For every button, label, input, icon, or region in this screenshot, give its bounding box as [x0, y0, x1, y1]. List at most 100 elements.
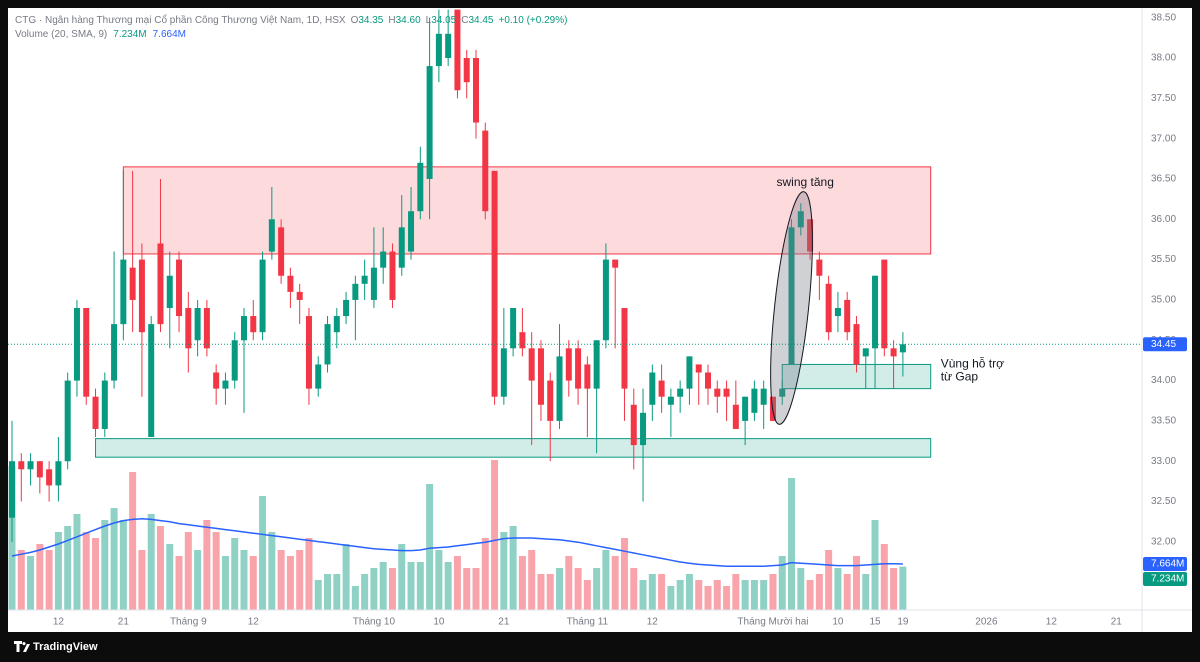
- y-tick-label: 38.00: [1151, 53, 1176, 64]
- volume-bar: [713, 580, 721, 610]
- volume-bar: [73, 514, 81, 610]
- x-tick-label: 19: [897, 617, 909, 628]
- volume-bar: [379, 562, 387, 610]
- volume-bar: [806, 580, 814, 610]
- volume-bar: [704, 586, 712, 610]
- volume-bar: [750, 580, 758, 610]
- candle-body: [73, 307, 80, 381]
- volume-bar: [286, 556, 294, 610]
- volume-bar: [453, 556, 461, 610]
- legend-value: 34.35: [358, 15, 383, 26]
- y-tick-label: 34.00: [1151, 375, 1176, 386]
- volume-bar: [602, 550, 610, 610]
- volume-bar: [444, 562, 452, 610]
- volume-bar: [398, 544, 406, 610]
- candle-body: [612, 259, 619, 268]
- axes: 32.0032.5033.0033.5034.0034.5035.0035.50…: [15, 12, 1187, 628]
- candle-body: [426, 66, 433, 179]
- volume-bar: [862, 574, 870, 610]
- volume-bar: [333, 574, 341, 610]
- volume-bar: [268, 532, 276, 610]
- candle-body: [250, 316, 257, 333]
- volume-bar: [723, 586, 731, 610]
- volume-bar: [546, 574, 554, 610]
- volume-bar: [27, 556, 35, 610]
- legend-value: 34.05: [431, 15, 456, 26]
- volume-bar: [500, 532, 508, 610]
- zone: [122, 166, 932, 255]
- volume-bar: [277, 550, 285, 610]
- legend-letter: L: [426, 15, 432, 26]
- volume-bar: [695, 580, 703, 610]
- candle-body: [853, 324, 860, 365]
- volume-bar: [852, 556, 860, 610]
- candle-body: [287, 275, 294, 292]
- candle-body: [389, 251, 396, 300]
- legend-letter: O: [351, 15, 359, 26]
- volume-bar: [101, 520, 109, 610]
- volume-bar: [769, 574, 777, 610]
- y-tick-label: 32.00: [1151, 536, 1176, 547]
- x-tick-label: 21: [498, 617, 510, 628]
- candle-body: [500, 348, 507, 397]
- last-price-tag: [1143, 337, 1187, 352]
- candle-body: [259, 259, 266, 333]
- candle-body: [556, 356, 563, 421]
- volume-bar: [825, 550, 833, 610]
- candle-body: [621, 307, 628, 389]
- candle-body: [593, 340, 600, 389]
- volume-bar: [565, 556, 573, 610]
- candle-body: [324, 324, 331, 365]
- candle-body: [111, 324, 118, 381]
- volume-bar: [815, 574, 823, 610]
- volume-bar: [407, 562, 415, 610]
- candle-body: [55, 461, 62, 486]
- candle-body: [454, 9, 461, 91]
- volume-bar: [491, 460, 499, 610]
- volume-bar: [305, 538, 313, 610]
- volume-bar: [129, 472, 137, 610]
- candle-body: [890, 348, 897, 357]
- candle-body: [296, 291, 303, 300]
- y-tick-label: 33.00: [1151, 456, 1176, 467]
- volume-bar: [194, 550, 202, 610]
- candle-body: [176, 259, 183, 317]
- y-tick-label: 33.50: [1151, 416, 1176, 427]
- candle-body: [315, 364, 322, 389]
- volume-bar: [528, 550, 536, 610]
- candle-body: [473, 57, 479, 123]
- candle-body: [825, 283, 832, 333]
- candle-body: [203, 307, 210, 349]
- volume-bar: [342, 544, 350, 610]
- swing-ellipse: [770, 191, 813, 425]
- candle-body: [36, 461, 43, 478]
- volume-bar: [17, 550, 25, 610]
- x-tick-label: Tháng 9: [170, 617, 207, 628]
- legend-change: +0.10 (+0.29%): [499, 15, 568, 26]
- candle-body: [352, 283, 359, 300]
- x-tick-label: 21: [118, 617, 130, 628]
- volume-bar: [92, 538, 100, 610]
- candle-body: [343, 299, 350, 317]
- candle-body: [881, 259, 888, 349]
- candle-body: [278, 227, 285, 276]
- brand-name: TradingView: [33, 641, 98, 653]
- volume-bar: [778, 556, 786, 610]
- candle-body: [602, 259, 609, 341]
- volume-value: 7.234M: [113, 29, 146, 40]
- volume-bar: [732, 574, 740, 610]
- volume-bar: [426, 484, 434, 610]
- volume-bar: [221, 556, 229, 610]
- legend-letter: H: [388, 15, 395, 26]
- candle-body: [380, 251, 387, 268]
- candle-body: [807, 219, 814, 252]
- volume-bar: [593, 568, 601, 610]
- candle-body: [417, 162, 424, 212]
- candle-body: [333, 316, 340, 333]
- annotation: từ Gap: [941, 370, 979, 384]
- candle-body: [435, 33, 442, 67]
- candle-body: [732, 404, 739, 429]
- volume-bar: [880, 544, 888, 610]
- y-tick-label: 35.50: [1151, 254, 1176, 265]
- x-tick-label: 10: [433, 617, 445, 628]
